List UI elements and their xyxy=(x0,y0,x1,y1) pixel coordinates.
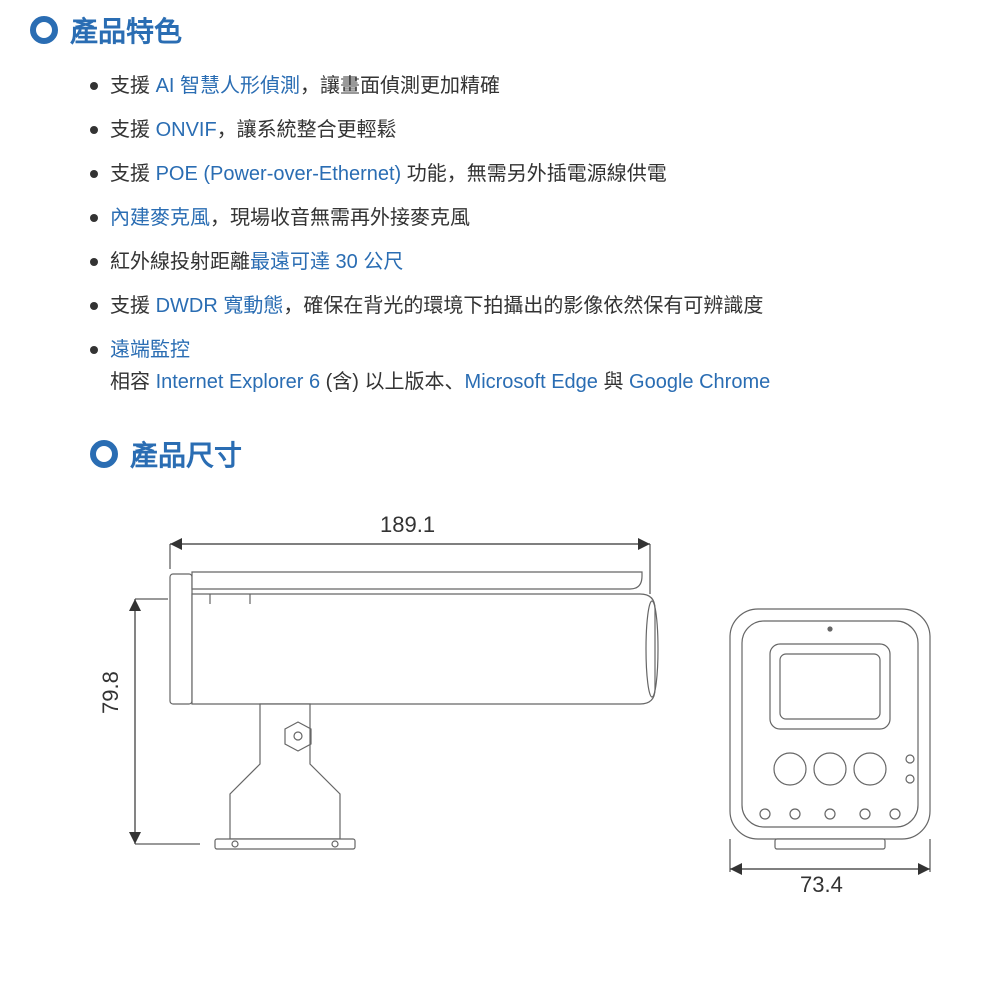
bullet-icon xyxy=(90,346,98,354)
feature-item: 支援 AI 智慧人形偵測，讓畫面偵測更加精確 xyxy=(90,70,970,102)
feature-text: 遠端監控 相容 Internet Explorer 6 (含) 以上版本、Mic… xyxy=(110,334,970,398)
features-list: 支援 AI 智慧人形偵測，讓畫面偵測更加精確 支援 ONVIF，讓系統整合更輕鬆… xyxy=(90,70,970,398)
bullet-icon xyxy=(90,214,98,222)
bullet-icon xyxy=(90,82,98,90)
feature-item: 支援 POE (Power-over-Ethernet) 功能，無需另外插電源線… xyxy=(90,158,970,190)
bullet-icon xyxy=(90,126,98,134)
dimensions-header: 產品尺寸 xyxy=(90,434,970,474)
feature-text: 支援 AI 智慧人形偵測，讓畫面偵測更加精確 xyxy=(110,70,970,102)
camera-technical-drawing xyxy=(80,494,980,914)
feature-text: 內建麥克風，現場收音無需再外接麥克風 xyxy=(110,202,970,234)
dimension-diagram: 189.1 79.8 73.4 xyxy=(80,494,980,914)
feature-item: 紅外線投射距離最遠可達 30 公尺 xyxy=(90,246,970,278)
bullet-ring-icon xyxy=(90,440,118,468)
features-title: 產品特色 xyxy=(70,10,182,50)
feature-item-remote: 遠端監控 相容 Internet Explorer 6 (含) 以上版本、Mic… xyxy=(90,334,970,398)
feature-text: 支援 POE (Power-over-Ethernet) 功能，無需另外插電源線… xyxy=(110,158,970,190)
feature-text: 支援 ONVIF，讓系統整合更輕鬆 xyxy=(110,114,970,146)
feature-item: 支援 ONVIF，讓系統整合更輕鬆 xyxy=(90,114,970,146)
bullet-icon xyxy=(90,170,98,178)
bullet-ring-icon xyxy=(30,16,58,44)
feature-text: 支援 DWDR 寬動態，確保在背光的環境下拍攝出的影像依然保有可辨識度 xyxy=(110,290,970,322)
feature-text: 紅外線投射距離最遠可達 30 公尺 xyxy=(110,246,970,278)
bullet-icon xyxy=(90,258,98,266)
dimensions-title: 產品尺寸 xyxy=(130,434,242,474)
feature-item: 內建麥克風，現場收音無需再外接麥克風 xyxy=(90,202,970,234)
bullet-icon xyxy=(90,302,98,310)
feature-item: 支援 DWDR 寬動態，確保在背光的環境下拍攝出的影像依然保有可辨識度 xyxy=(90,290,970,322)
features-header: 產品特色 xyxy=(30,10,970,50)
